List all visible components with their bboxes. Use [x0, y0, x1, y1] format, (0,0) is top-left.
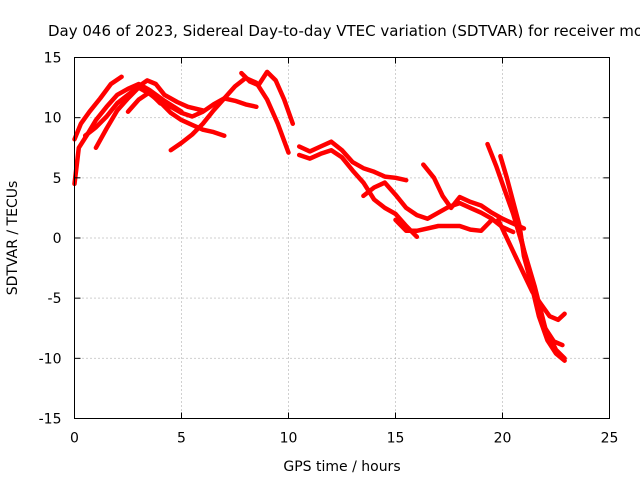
series-line-track-16 — [515, 220, 567, 363]
series-line-track-5 — [125, 90, 259, 119]
x-tick-label: 10 — [280, 431, 298, 447]
series-line-track-8 — [296, 139, 409, 183]
x-tick-label: 15 — [387, 431, 405, 447]
series-line-track-12 — [393, 217, 495, 234]
series-layer — [72, 69, 567, 363]
series-line-track-10 — [361, 180, 516, 235]
chart-title: Day 046 of 2023, Sidereal Day-to-day VTE… — [48, 22, 640, 40]
series-line-track-6 — [168, 75, 291, 155]
x-tick-label: 0 — [70, 431, 79, 447]
y-tick-label: -5 — [48, 291, 62, 307]
y-tick-label: 5 — [53, 171, 62, 187]
x-tick-label: 25 — [601, 431, 619, 447]
x-tick-label: 20 — [494, 431, 512, 447]
axis-ticks: 0 5 10 15 20 25 -15 -10 -5 0 5 10 15 — [39, 51, 619, 447]
y-tick-label: 10 — [44, 111, 62, 127]
x-tick-label: 5 — [177, 431, 186, 447]
grid — [74, 57, 610, 419]
y-tick-label: 0 — [53, 231, 62, 247]
y-tick-label: -15 — [39, 412, 62, 428]
y-axis-label: SDTVAR / TECUs — [5, 181, 21, 296]
y-tick-label: -10 — [39, 351, 62, 367]
x-axis-label: GPS time / hours — [283, 459, 400, 475]
series-line-track-11 — [421, 162, 527, 231]
series-line-track-3 — [82, 78, 206, 138]
series-line-track-2 — [72, 81, 184, 187]
series-line-track-7 — [239, 69, 296, 126]
series-line-track-1 — [72, 74, 124, 142]
y-tick-label: 15 — [44, 51, 62, 67]
series-line-track-9 — [296, 147, 420, 240]
